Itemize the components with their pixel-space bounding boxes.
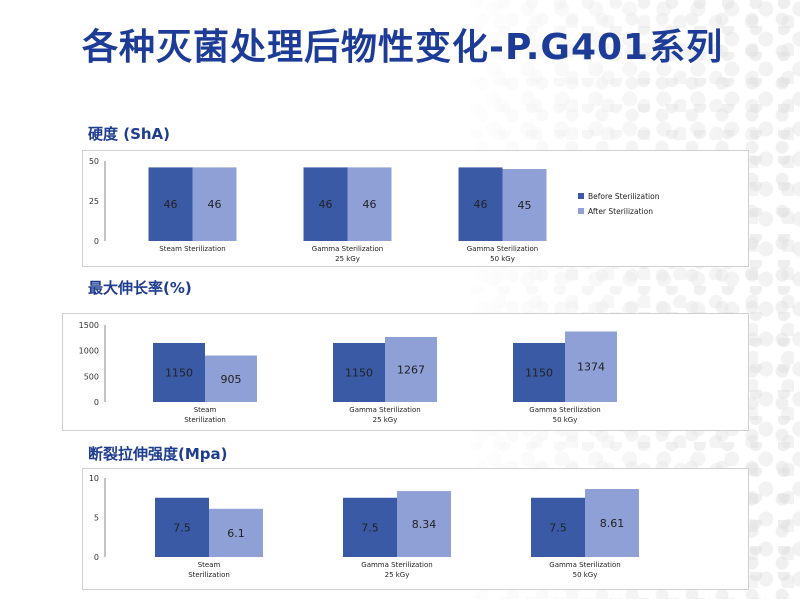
- y-tick-label: 0: [94, 237, 99, 246]
- section-label-hardness: 硬度 (ShA): [88, 125, 171, 143]
- y-tick-label: 500: [84, 372, 99, 381]
- bar-value-label: 1267: [397, 363, 425, 376]
- legend-label: Before Sterilization: [588, 192, 660, 201]
- bar-value-label: 46: [164, 198, 178, 211]
- y-tick-label: 0: [94, 553, 99, 562]
- bar-value-label: 46: [208, 198, 222, 211]
- bar: [385, 336, 437, 402]
- bar: [153, 342, 205, 402]
- chart-hardness: 0 25 50 46 46 Steam Sterilization 46 46 Gamma St…: [89, 157, 660, 263]
- category-label: Gamma Sterilization: [467, 245, 538, 253]
- bar-value-label: 7.5: [549, 521, 567, 534]
- bar-value-label: 46: [474, 198, 488, 211]
- bar: [333, 342, 385, 402]
- category-label: Gamma Sterilization: [349, 406, 420, 414]
- bar-value-label: 7.5: [173, 521, 191, 534]
- category-label: Gamma Sterilization: [549, 561, 620, 569]
- chart-panel-elongation: 0 500 1000 1500 1150 905 Steam Sterilization 115…: [62, 313, 749, 431]
- category-label: 50 kGy: [553, 416, 578, 424]
- bar: [565, 331, 617, 402]
- bar-value-label: 46: [319, 198, 333, 211]
- bar-value-label: 7.5: [361, 521, 379, 534]
- bar: [502, 169, 547, 241]
- bar: [513, 342, 565, 402]
- bar-value-label: 8.34: [412, 518, 437, 531]
- category-label: Sterilization: [184, 416, 226, 424]
- bar: [343, 497, 397, 557]
- chart-panel-tensile: 0 5 10 7.5 6.1 Steam Sterilization 7.5 8.34 Gamma…: [82, 468, 749, 590]
- bar: [397, 491, 451, 557]
- bar: [531, 497, 585, 557]
- category-label: Gamma Sterilization: [529, 406, 600, 414]
- chart-panel-hardness: 0 25 50 46 46 Steam Sterilization 46 46 Gamma St…: [82, 150, 749, 267]
- category-label: Gamma Sterilization: [361, 561, 432, 569]
- y-tick-label: 10: [89, 474, 99, 483]
- bar-value-label: 45: [518, 199, 532, 212]
- section-label-tensile: 断裂拉伸强度(Mpa): [88, 445, 228, 463]
- bar: [458, 167, 503, 241]
- bar-value-label: 46: [363, 198, 377, 211]
- bar-value-label: 6.1: [227, 527, 245, 540]
- bar: [347, 167, 392, 241]
- y-tick-label: 25: [89, 197, 99, 206]
- legend-swatch: [578, 208, 584, 214]
- bar: [155, 497, 209, 557]
- chart-elongation: 0 500 1000 1500 1150 905 Steam Sterilization 115…: [79, 321, 617, 424]
- category-label: Steam: [198, 561, 221, 569]
- y-tick-label: 1500: [79, 321, 99, 330]
- legend-label: After Sterilization: [588, 207, 653, 216]
- chart-tensile: 0 5 10 7.5 6.1 Steam Sterilization 7.5 8.34 Gamma…: [89, 474, 639, 579]
- category-label: Steam: [194, 406, 217, 414]
- bar-value-label: 8.61: [600, 517, 625, 530]
- category-label: 25 kGy: [335, 255, 360, 263]
- category-label: 25 kGy: [373, 416, 398, 424]
- y-tick-label: 0: [94, 398, 99, 407]
- y-tick-label: 1000: [79, 347, 99, 356]
- category-label: 50 kGy: [573, 571, 598, 579]
- bar-value-label: 1150: [165, 366, 193, 379]
- section-label-elongation: 最大伸长率(%): [88, 279, 192, 297]
- bar: [148, 167, 193, 241]
- bar-value-label: 1374: [577, 361, 605, 374]
- bar-value-label: 1150: [345, 366, 373, 379]
- legend-swatch: [578, 193, 584, 199]
- bar: [585, 488, 639, 557]
- bar-value-label: 1150: [525, 366, 553, 379]
- category-label: Sterilization: [188, 571, 230, 579]
- category-label: Gamma Sterilization: [312, 245, 383, 253]
- y-tick-label: 5: [94, 514, 99, 523]
- y-tick-label: 50: [89, 157, 99, 166]
- bar: [192, 167, 237, 241]
- category-label: 50 kGy: [490, 255, 515, 263]
- bar: [209, 508, 263, 557]
- bar-value-label: 905: [221, 373, 242, 386]
- bar: [205, 355, 257, 402]
- category-label: Steam Sterilization: [159, 245, 225, 253]
- category-label: 25 kGy: [385, 571, 410, 579]
- page-title: 各种灭菌处理后物性变化-P.G401系列: [82, 27, 724, 68]
- bar: [303, 167, 348, 241]
